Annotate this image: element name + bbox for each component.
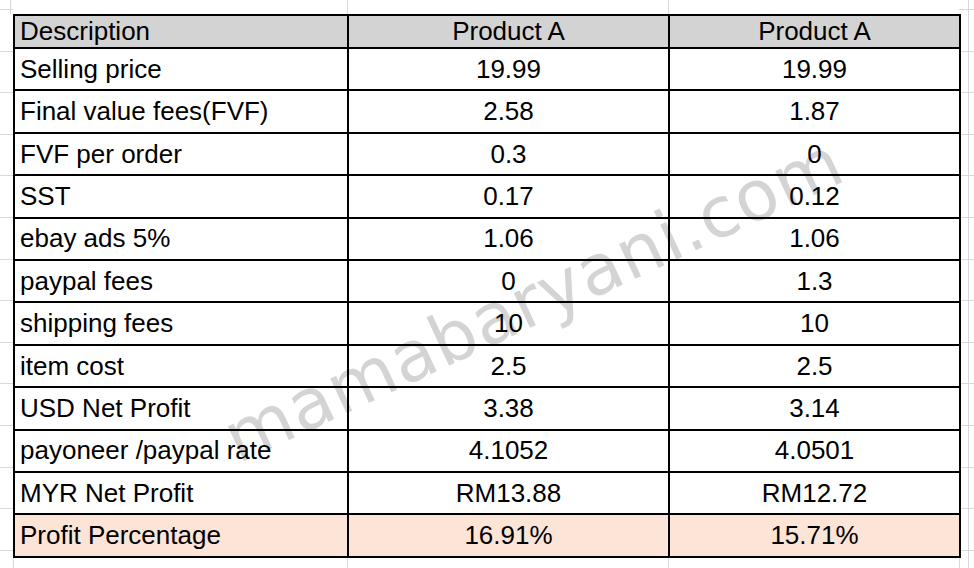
value-cell-product-a-1[interactable]: 16.91% — [348, 514, 669, 557]
gridline — [959, 134, 974, 135]
table-row: paypal fees01.3 — [14, 260, 960, 302]
gridline — [959, 342, 974, 343]
gridline — [0, 467, 13, 468]
value-cell-product-a-2[interactable]: 0 — [669, 133, 960, 175]
row-label-cell[interactable]: paypal fees — [14, 260, 348, 302]
gridline — [0, 51, 13, 52]
header-cell-product-a-2[interactable]: Product A — [669, 15, 960, 48]
gridline — [0, 300, 13, 301]
value-cell-product-a-2[interactable]: RM12.72 — [669, 472, 960, 514]
gridline — [959, 51, 974, 52]
value-cell-product-a-2[interactable]: 1.06 — [669, 218, 960, 260]
value-cell-product-a-2[interactable]: 15.71% — [669, 514, 960, 557]
gridline — [959, 217, 974, 218]
gridline — [668, 0, 669, 14]
gridline — [959, 467, 974, 468]
table-row: Selling price19.9919.99 — [14, 48, 960, 90]
value-cell-product-a-1[interactable]: 19.99 — [348, 48, 669, 90]
value-cell-product-a-1[interactable]: 0 — [348, 260, 669, 302]
row-label-cell[interactable]: Selling price — [14, 48, 348, 90]
value-cell-product-a-2[interactable]: 1.3 — [669, 260, 960, 302]
value-cell-product-a-1[interactable]: 2.5 — [348, 345, 669, 387]
value-cell-product-a-2[interactable]: 3.14 — [669, 387, 960, 429]
table-row: Profit Percentage16.91%15.71% — [14, 514, 960, 557]
table-row: FVF per order0.30 — [14, 133, 960, 175]
value-cell-product-a-1[interactable]: 1.06 — [348, 218, 669, 260]
gridline — [959, 550, 974, 551]
gridline — [0, 383, 13, 384]
gridline — [0, 175, 13, 176]
gridline — [13, 558, 14, 568]
table-row: Final value fees(FVF)2.581.87 — [14, 90, 960, 132]
table-row: USD Net Profit3.383.14 — [14, 387, 960, 429]
table-row: ebay ads 5%1.061.06 — [14, 218, 960, 260]
value-cell-product-a-1[interactable]: 0.17 — [348, 175, 669, 217]
gridline — [0, 217, 13, 218]
gridline — [0, 550, 13, 551]
gridline — [968, 0, 969, 568]
gridline — [0, 134, 13, 135]
value-cell-product-a-2[interactable]: 19.99 — [669, 48, 960, 90]
gridline — [347, 558, 348, 568]
table-row: MYR Net ProfitRM13.88RM12.72 — [14, 472, 960, 514]
header-row: Description Product A Product A — [14, 15, 960, 48]
row-label-cell[interactable]: Profit Percentage — [14, 514, 348, 557]
spreadsheet-canvas: mamabaryani.com Description Product A Pr… — [0, 0, 974, 568]
table-row: SST0.170.12 — [14, 175, 960, 217]
gridline — [0, 9, 13, 10]
table-row: payoneer /paypal rate4.10524.0501 — [14, 430, 960, 472]
value-cell-product-a-1[interactable]: 2.58 — [348, 90, 669, 132]
gridline — [10, 0, 11, 14]
value-cell-product-a-1[interactable]: 0.3 — [348, 133, 669, 175]
row-label-cell[interactable]: shipping fees — [14, 302, 348, 344]
gridline — [959, 558, 960, 568]
gridline — [668, 558, 669, 568]
row-label-cell[interactable]: SST — [14, 175, 348, 217]
value-cell-product-a-2[interactable]: 1.87 — [669, 90, 960, 132]
value-cell-product-a-1[interactable]: 4.1052 — [348, 430, 669, 472]
row-label-cell[interactable]: ebay ads 5% — [14, 218, 348, 260]
value-cell-product-a-2[interactable]: 0.12 — [669, 175, 960, 217]
gridline — [0, 508, 13, 509]
row-label-cell[interactable]: payoneer /paypal rate — [14, 430, 348, 472]
table-row: item cost2.52.5 — [14, 345, 960, 387]
header-cell-product-a-1[interactable]: Product A — [348, 15, 669, 48]
gridline — [959, 425, 974, 426]
gridline — [959, 508, 974, 509]
row-label-cell[interactable]: item cost — [14, 345, 348, 387]
row-label-cell[interactable]: MYR Net Profit — [14, 472, 348, 514]
value-cell-product-a-2[interactable]: 4.0501 — [669, 430, 960, 472]
value-cell-product-a-2[interactable]: 2.5 — [669, 345, 960, 387]
profit-table: Description Product A Product A Selling … — [13, 14, 961, 558]
gridline — [959, 92, 974, 93]
gridline — [959, 383, 974, 384]
gridline — [0, 342, 13, 343]
gridline — [959, 9, 974, 10]
header-cell-description[interactable]: Description — [14, 15, 348, 48]
value-cell-product-a-1[interactable]: 3.38 — [348, 387, 669, 429]
gridline — [347, 0, 348, 14]
gridline — [0, 259, 13, 260]
value-cell-product-a-1[interactable]: RM13.88 — [348, 472, 669, 514]
row-label-cell[interactable]: USD Net Profit — [14, 387, 348, 429]
value-cell-product-a-1[interactable]: 10 — [348, 302, 669, 344]
table-row: shipping fees1010 — [14, 302, 960, 344]
gridline — [959, 175, 974, 176]
row-label-cell[interactable]: FVF per order — [14, 133, 348, 175]
row-label-cell[interactable]: Final value fees(FVF) — [14, 90, 348, 132]
gridline — [0, 92, 13, 93]
gridline — [959, 300, 974, 301]
gridline — [959, 259, 974, 260]
gridline — [0, 425, 13, 426]
value-cell-product-a-2[interactable]: 10 — [669, 302, 960, 344]
